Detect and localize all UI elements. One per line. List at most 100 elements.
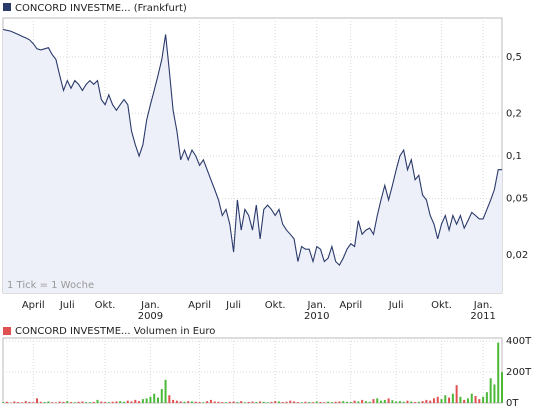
volume-bar bbox=[474, 396, 477, 403]
volume-bar bbox=[243, 402, 246, 403]
volume-bar bbox=[432, 398, 435, 403]
volume-bar bbox=[436, 396, 439, 403]
x-tick-label: Juli bbox=[388, 300, 404, 311]
volume-bar bbox=[311, 402, 314, 403]
volume-bar bbox=[17, 402, 20, 403]
volume-bar bbox=[266, 402, 269, 403]
volume-bar bbox=[149, 396, 152, 403]
volume-bar bbox=[92, 401, 95, 403]
volume-bar bbox=[172, 399, 175, 403]
annotation: 1 Tick = 1 Woche bbox=[7, 280, 94, 291]
volume-bar bbox=[209, 399, 212, 403]
volume-bar bbox=[206, 401, 209, 403]
y-tick-label: 0,05 bbox=[506, 194, 528, 205]
volume-bar bbox=[28, 401, 31, 403]
volume-bar bbox=[115, 401, 118, 403]
volume-bar bbox=[2, 402, 4, 403]
volume-bar bbox=[232, 401, 235, 403]
volume-bar bbox=[349, 402, 352, 403]
volume-bar bbox=[164, 379, 167, 403]
volume-bar bbox=[330, 402, 333, 403]
volume-bar bbox=[383, 399, 386, 403]
volume-bar bbox=[20, 402, 23, 403]
volume-bar bbox=[88, 402, 91, 403]
volume-bar bbox=[66, 401, 69, 403]
volume-bar bbox=[134, 399, 137, 403]
volume-bar bbox=[421, 401, 424, 403]
volume-bar bbox=[323, 402, 326, 403]
volume-bar bbox=[361, 399, 364, 403]
legend-swatch bbox=[3, 3, 11, 11]
legend-swatch bbox=[3, 327, 11, 335]
volume-bar bbox=[410, 401, 413, 403]
volume-bar bbox=[493, 384, 496, 403]
y-tick-label: 0T bbox=[506, 398, 519, 409]
volume-bar bbox=[160, 389, 163, 403]
volume-bar bbox=[255, 402, 258, 403]
volume-bar bbox=[217, 401, 220, 403]
volume-bar bbox=[70, 402, 73, 403]
volume-bar bbox=[466, 398, 469, 403]
y-tick-label: 400T bbox=[506, 336, 532, 347]
x-tick-label: Jan. bbox=[140, 300, 160, 311]
x-year-label: 2009 bbox=[138, 311, 163, 322]
x-tick-label: Jan. bbox=[473, 300, 493, 311]
volume-bar bbox=[62, 401, 65, 403]
volume-bar bbox=[470, 393, 473, 403]
plot-area bbox=[2, 337, 503, 404]
volume-bar bbox=[451, 393, 454, 403]
volume-bar bbox=[122, 401, 125, 403]
volume-bar bbox=[247, 401, 250, 403]
volume-bar bbox=[111, 401, 114, 403]
volume-bar bbox=[448, 397, 451, 403]
volume-bar bbox=[85, 402, 88, 403]
volume-bar bbox=[293, 401, 296, 403]
volume-bar bbox=[51, 402, 54, 403]
volume-bar bbox=[277, 401, 280, 403]
volume-bar bbox=[406, 400, 409, 403]
volume-bar bbox=[119, 401, 122, 403]
volume-bar bbox=[138, 401, 141, 403]
volume-bar bbox=[96, 399, 99, 403]
volume-bar bbox=[236, 402, 239, 403]
area bbox=[3, 29, 502, 293]
y-tick-label: 0,2 bbox=[506, 108, 522, 119]
volume-bar bbox=[376, 398, 379, 403]
volume-bar bbox=[168, 395, 171, 403]
volume-bar bbox=[32, 402, 35, 403]
y-tick-label: 200T bbox=[506, 367, 532, 378]
volume-bar bbox=[459, 396, 462, 403]
x-tick-label: Jan. bbox=[306, 300, 326, 311]
volume-bar bbox=[107, 402, 110, 403]
volume-bar bbox=[414, 402, 417, 403]
volume-bar bbox=[187, 401, 190, 403]
x-tick-label: April bbox=[188, 300, 211, 311]
volume-bar bbox=[285, 401, 288, 403]
volume-bar bbox=[342, 401, 345, 403]
x-tick-label: Juli bbox=[59, 300, 75, 311]
volume-bar bbox=[368, 401, 371, 403]
volume-bar bbox=[395, 401, 398, 403]
volume-bar bbox=[315, 401, 318, 403]
volume-bar bbox=[463, 399, 466, 403]
volume-bar bbox=[353, 400, 356, 403]
volume-bar bbox=[334, 401, 337, 403]
x-tick-label: Okt. bbox=[431, 300, 452, 311]
volume-bar bbox=[478, 399, 481, 403]
volume-bar bbox=[240, 401, 243, 403]
y-tick-label: 0,02 bbox=[506, 250, 528, 261]
volume-bar bbox=[429, 400, 432, 403]
volume-bar bbox=[36, 398, 39, 403]
volume-bar bbox=[5, 401, 8, 403]
price-line bbox=[2, 28, 502, 266]
volume-bar bbox=[482, 396, 485, 403]
volume-bar bbox=[444, 395, 447, 403]
volume-bar bbox=[175, 400, 178, 403]
volume-bar bbox=[372, 399, 375, 403]
x-tick-label: Okt. bbox=[95, 300, 116, 311]
volume-bar bbox=[104, 402, 107, 403]
volume-bar bbox=[327, 401, 330, 403]
y-tick-label: 0,5 bbox=[506, 52, 522, 63]
